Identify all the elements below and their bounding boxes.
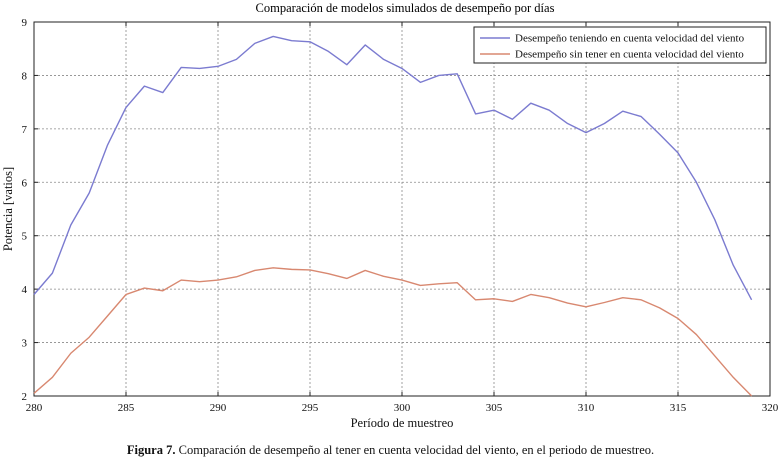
x-tick-label: 280 xyxy=(26,402,43,414)
x-tick-label: 300 xyxy=(394,402,411,414)
x-tick-label: 315 xyxy=(670,402,687,414)
y-tick-label: 7 xyxy=(22,124,28,136)
y-axis-label: Potencia [vatios] xyxy=(1,167,15,251)
x-tick-label: 305 xyxy=(486,402,503,414)
caption-text: Comparación de desempeño al tener en cue… xyxy=(175,443,655,457)
y-tick-label: 6 xyxy=(22,177,28,189)
figure-caption: Figura 7. Comparación de desempeño al te… xyxy=(0,443,781,458)
legend-label-1: Desempeño sin tener en cuenta velocidad … xyxy=(515,49,744,61)
y-tick-label: 8 xyxy=(22,70,28,82)
legend-label-0: Desempeño teniendo en cuenta velocidad d… xyxy=(515,33,745,45)
chart: Comparación de modelos simulados de dese… xyxy=(1,1,779,430)
y-tick-label: 9 xyxy=(22,17,28,29)
y-tick-label: 4 xyxy=(22,284,28,296)
series-group xyxy=(33,35,753,397)
x-tick-label: 290 xyxy=(210,402,227,414)
y-tick-label: 3 xyxy=(22,338,28,350)
grid xyxy=(34,22,770,396)
x-tick-label: 310 xyxy=(578,402,595,414)
legend-box xyxy=(473,26,767,64)
caption-prefix: Figura 7. xyxy=(126,443,176,457)
series-line-0 xyxy=(33,35,753,301)
x-tick-label: 285 xyxy=(118,402,135,414)
chart-title: Comparación de modelos simulados de dese… xyxy=(256,1,555,15)
series-line-1 xyxy=(33,267,753,397)
y-tick-label: 5 xyxy=(22,231,28,243)
ticks: 280 285 290 295 300 305 310 315 320 2 3 4 5 6 7 8 9 xyxy=(22,17,779,414)
x-tick-label: 295 xyxy=(302,402,319,414)
x-axis-label: Período de muestreo xyxy=(351,416,454,430)
y-tick-label: 2 xyxy=(22,391,28,403)
legend: Desempeño teniendo en cuenta velocidad d… xyxy=(473,26,767,64)
x-tick-label: 320 xyxy=(762,402,779,414)
